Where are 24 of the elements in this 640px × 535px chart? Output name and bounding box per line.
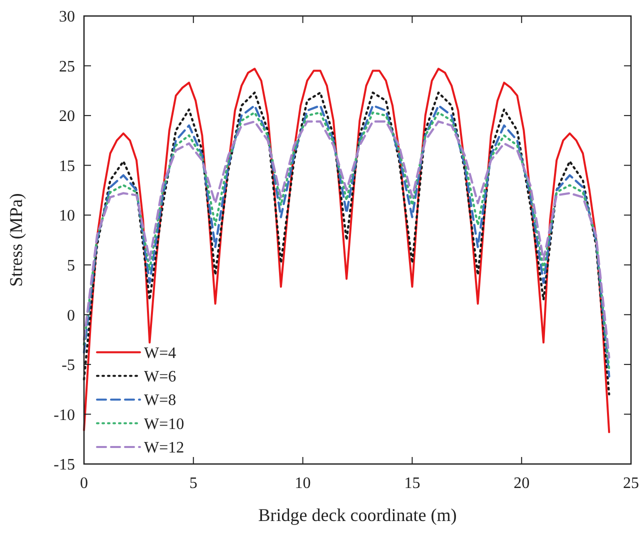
legend-label: W=8 [144,392,176,410]
x-tick-label: 15 [404,475,420,492]
legend-label: W=12 [144,440,184,457]
y-tick-label: 5 [67,257,75,274]
y-tick-label: -10 [54,406,75,424]
x-tick-label: 25 [623,475,639,492]
legend-label: W=4 [144,344,176,362]
line-series [83,68,610,434]
y-tick-label: 10 [59,208,75,225]
legend-label: W=10 [144,416,184,433]
legend-label: W=6 [144,368,176,386]
y-tick-label: 15 [59,158,75,175]
y-tick-label: 0 [67,307,75,324]
x-tick-label: 20 [514,475,530,492]
y-tick-label: 30 [59,8,75,26]
y-tick-label: -15 [54,456,75,474]
x-tick-label: 5 [189,475,198,492]
x-axis-title: Bridge deck coordinate (m) [258,505,457,525]
x-tick-label: 10 [294,475,311,492]
x-tick-label: 0 [80,475,88,492]
y-tick-label: 20 [59,108,75,126]
y-axis-title: Stress (MPa) [6,193,26,287]
y-tick-label: 25 [59,58,75,76]
y-tick-label: -5 [62,357,75,374]
